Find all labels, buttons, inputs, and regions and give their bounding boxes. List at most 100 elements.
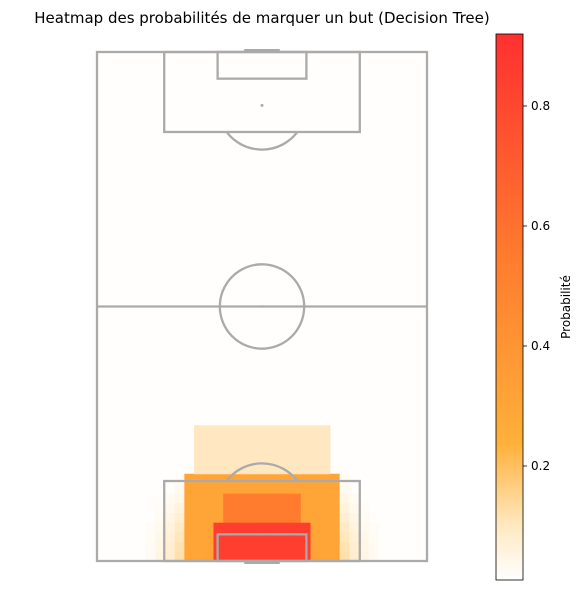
heatmap-cell (164, 551, 176, 562)
heatmap-cell (232, 473, 244, 484)
heatmap-cell (203, 444, 214, 455)
heatmap-cell (339, 551, 350, 562)
heatmap-cell (203, 425, 214, 436)
heatmap-cell (262, 454, 273, 465)
heatmap-cell (271, 522, 282, 533)
heatmap-cell (213, 483, 224, 494)
heatmap-cell (320, 541, 331, 552)
centre-spot (260, 305, 264, 308)
heatmap-cell (320, 464, 331, 475)
heatmap-cell (223, 551, 234, 562)
heatmap-cell (281, 522, 292, 533)
heatmap-cell (232, 483, 244, 494)
heatmap-cell (271, 493, 282, 504)
heatmap-cell (203, 473, 214, 484)
heatmap-cell (339, 483, 350, 494)
heatmap-cell (232, 493, 244, 504)
heatmap-cell (300, 522, 312, 533)
heatmap-cell (194, 551, 205, 562)
colorbar-tick-label: 0.2 (531, 459, 550, 473)
heatmap-cell (271, 541, 282, 552)
heatmap-cell (329, 551, 341, 562)
heatmap-cell (300, 434, 312, 446)
heatmap-cell (291, 425, 302, 436)
heatmap-cell (223, 502, 234, 514)
heatmap-cell (329, 493, 341, 504)
heatmap-cell (281, 454, 292, 465)
heatmap-cell (291, 502, 302, 514)
heatmap-cell (184, 531, 195, 543)
heatmap-cell (252, 454, 263, 465)
heatmap-cell (203, 454, 214, 465)
heatmap-cell (194, 522, 205, 533)
heatmap-cell (194, 444, 205, 455)
heatmap-cell (291, 483, 302, 494)
heatmap-cell (320, 502, 331, 514)
heatmap-cell (329, 473, 341, 484)
heatmap-cell (174, 512, 185, 523)
pitch-lines (95, 49, 429, 564)
heatmap-cell (271, 473, 282, 484)
heatmap-cell (252, 434, 263, 446)
heatmap-cell (164, 541, 176, 552)
heatmap-cell (320, 522, 331, 533)
heatmap-cell (310, 541, 321, 552)
heatmap-cell (281, 541, 292, 552)
heatmap-cell (291, 541, 302, 552)
heatmap-cell (252, 425, 263, 436)
heatmap-cell (184, 541, 195, 552)
heatmap-cell (203, 483, 214, 494)
heatmap-cell (223, 454, 234, 465)
heatmap-cell (320, 454, 331, 465)
heatmap-cell (155, 512, 166, 523)
heatmap-cell (232, 434, 244, 446)
heatmap-cell (281, 502, 292, 514)
heatmap-cell (145, 531, 156, 543)
heatmap-cell (184, 551, 195, 562)
colorbar-tick-label: 0.6 (531, 219, 550, 233)
heatmap-cell (281, 531, 292, 543)
heatmap-cell (184, 502, 195, 514)
heatmap-cell (320, 531, 331, 543)
heatmap-cell (349, 531, 360, 543)
heatmap-cell (271, 434, 282, 446)
heatmap-cell (203, 522, 214, 533)
heatmap-cell (262, 531, 273, 543)
heatmap-cell (310, 493, 321, 504)
top-penalty-spot (260, 103, 264, 107)
heatmap-cell (252, 531, 263, 543)
heatmap-cell (155, 531, 166, 543)
heatmap-cell (300, 512, 312, 523)
heatmap-cell (291, 454, 302, 465)
heatmap-cell (155, 502, 166, 514)
heatmap-cell (242, 464, 253, 475)
heatmap-cell (271, 502, 282, 514)
heatmap-cell (174, 483, 185, 494)
heatmap-cell (320, 425, 331, 436)
heatmap-cell (223, 464, 234, 475)
heatmap-cell (262, 425, 273, 436)
heatmap-cell (203, 551, 214, 562)
heatmap-cell (271, 464, 282, 475)
heatmap-cell (281, 434, 292, 446)
heatmap-cell (339, 493, 350, 504)
heatmap-cell (368, 531, 379, 543)
heatmap-cell (164, 522, 176, 533)
heatmap-cell (271, 454, 282, 465)
heatmap-cell (281, 473, 292, 484)
heatmap-cell (174, 473, 185, 484)
heatmap-cell (368, 522, 379, 533)
colorbar-label: Probabilité (559, 275, 573, 339)
heatmap-cell (300, 454, 312, 465)
heatmap-cell (300, 425, 312, 436)
heatmap-cell (213, 454, 224, 465)
heatmap-cell (242, 551, 253, 562)
heatmap-cell (300, 444, 312, 455)
heatmap-cell (252, 473, 263, 484)
heatmap-cell (242, 434, 253, 446)
heatmap-cell (232, 512, 244, 523)
heatmap-cell (291, 493, 302, 504)
heatmap-cell (203, 502, 214, 514)
heatmap-cell (349, 512, 360, 523)
heatmap-cell (174, 522, 185, 533)
